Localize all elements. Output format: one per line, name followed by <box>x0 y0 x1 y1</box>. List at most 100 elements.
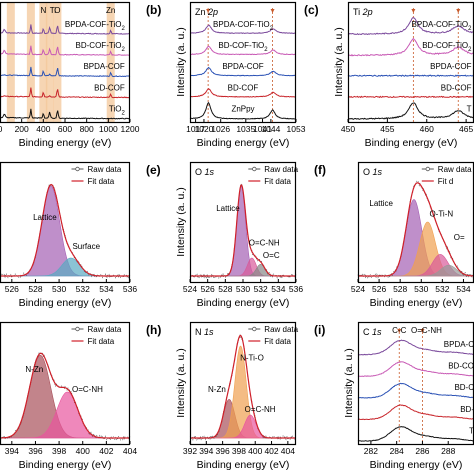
panel-i-core-level: C 1s <box>363 327 382 337</box>
panel-f-annotation: O-Ti-N <box>429 210 453 219</box>
panel-a-frame <box>0 1 131 124</box>
panel-a-series-line <box>0 45 131 56</box>
panel-a-peak-label: Ti <box>50 6 57 15</box>
panel-a-series-label: BPDA-COF <box>83 62 124 71</box>
panel-b-series-label: ZnPpy <box>231 105 254 114</box>
panel-a-peak-label: Zn <box>106 6 115 15</box>
panel-h-tick-label: 400 <box>248 446 262 456</box>
panel-c-peak-arrow <box>456 9 461 13</box>
panel-b-tick-label: 1017 <box>186 124 205 134</box>
panel-d-tick-label: 526 <box>5 284 19 294</box>
panel-e-legend-fit: Fit data <box>264 177 291 186</box>
panel-f-legend-raw: Raw data <box>438 165 472 174</box>
panel-h-annotation: N-Ti-O <box>240 354 264 363</box>
panel-a-tick-label: 200 <box>15 124 29 134</box>
panel-a-highlight-band <box>39 3 48 122</box>
panel-a-xlabel: Binding energy (eV) <box>19 137 112 149</box>
panel-i-peak-label: O=C-NH <box>411 326 442 335</box>
panel-i-label: (i) <box>314 323 325 337</box>
panel-g-xlabel: Binding energy (eV) <box>19 459 112 471</box>
panel-i-tick-label: 282 <box>364 446 378 456</box>
panel-i-series-line <box>357 361 474 377</box>
panel-e-tick-label: 528 <box>218 284 232 294</box>
panel-e-legend-raw-marker <box>252 166 257 172</box>
panel-c-series-line <box>347 74 474 77</box>
panel-f-tick-label: 534 <box>456 284 470 294</box>
panel-e-tick-label: 534 <box>271 284 285 294</box>
panel-a-peak-label: O <box>54 6 60 15</box>
panel-i-ylabel: Intensity (a. u.) <box>343 348 355 417</box>
panel-a-series-line <box>0 66 131 78</box>
panel-f-tick-label: 526 <box>372 284 386 294</box>
panel-d-tick-label: 532 <box>76 284 90 294</box>
panel-b-series-label: BPDA-COF-TiO2 <box>213 20 274 32</box>
panel-e-ylabel: Intensity (a. u.) <box>175 187 187 256</box>
panel-b-ylabel: Intensity (a. u.) <box>175 27 187 96</box>
panel-g-fit-line <box>0 352 130 439</box>
panel-f-legend-raw-marker <box>425 166 430 172</box>
panel-g-tick-label: 402 <box>99 446 113 456</box>
panel-h-xlabel: Binding energy (eV) <box>197 459 290 471</box>
panel-d-frame <box>0 161 131 284</box>
panel-b-series-label: BD-COF-TiO2 <box>218 41 268 53</box>
panel-g-tick-label: 398 <box>52 446 66 456</box>
panel-d-xlabel: Binding energy (eV) <box>19 297 112 309</box>
panel-d-tick-label: 528 <box>28 284 42 294</box>
panel-e-tick-label: 530 <box>236 284 250 294</box>
panel-i-series-label: BPDA-C <box>444 340 474 349</box>
panel-i-xlabel: Binding energy (eV) <box>370 459 463 471</box>
panel-e-annotation: Lattice <box>216 204 240 213</box>
panel-a-tick-label: 0 <box>0 124 3 134</box>
panel-g-tick-label: 394 <box>5 446 19 456</box>
panel-a-tick-label: 600 <box>58 124 72 134</box>
panel-f-annotation: O= <box>454 233 465 242</box>
panel-g-tick-label: 400 <box>76 446 90 456</box>
panel-a-peak-label: N <box>40 6 46 15</box>
panel-a-series-label: TiO2 <box>109 105 126 117</box>
panel-i-tick-label: 286 <box>415 446 429 456</box>
panel-c-xlabel: Binding energy (eV) <box>365 137 458 149</box>
panel-c-series-label: T <box>467 105 472 114</box>
panel-f-fit-line <box>358 182 474 277</box>
panel-f-legend-fit: Fit d <box>438 177 454 186</box>
panel-f-tick-label: 530 <box>414 284 428 294</box>
panel-h-raw-data-line <box>189 333 297 442</box>
panel-g-annotation: N-Zn <box>25 365 43 374</box>
panel-g-frame <box>0 321 131 446</box>
panel-a-tick-label: 800 <box>80 124 94 134</box>
panel-b-series-label: BPDA-COF <box>222 62 263 71</box>
panel-h-label: (h) <box>146 323 161 337</box>
panel-h-tick-label: 398 <box>232 446 246 456</box>
panel-i-series-label: T <box>469 426 474 435</box>
panel-d-tick-label: 534 <box>99 284 113 294</box>
panel-g-annotation: O=C-NH <box>72 385 103 394</box>
panel-i-tick-label: 284 <box>390 446 404 456</box>
panel-i-tick-label: 288 <box>441 446 455 456</box>
panel-a-highlight-band <box>6 3 15 122</box>
panel-a-tick-label: 400 <box>36 124 50 134</box>
panel-a-series-label: BD-COF-TiO2 <box>76 41 126 53</box>
panel-f-tick-label: 524 <box>351 284 365 294</box>
panel-e-xlabel: Binding energy (eV) <box>197 297 290 309</box>
panel-h-core-level: N 1s <box>195 327 214 337</box>
panel-b-series-label: BD-COF <box>228 83 259 92</box>
panel-c-series-label: BPDA-COF <box>430 62 471 71</box>
panel-g-legend-raw: Raw data <box>88 325 122 334</box>
panel-c-ylabel: Intensity (a. u.) <box>333 27 345 96</box>
panel-a-series-line <box>0 108 131 120</box>
panel-d-legend-raw-marker <box>75 166 80 172</box>
panel-e-fit-line <box>190 184 296 277</box>
panel-a-series-line <box>0 87 131 99</box>
panel-b-tick-label: 1020 <box>194 124 213 134</box>
panel-d-legend-fit: Fit data <box>88 177 115 186</box>
panel-b-series-line <box>189 45 297 56</box>
panel-f-tick-label: 528 <box>393 284 407 294</box>
panel-b-tick-label: 1035 <box>236 124 255 134</box>
panel-d-annotation: Lattice <box>33 213 57 222</box>
panel-e-tick-label: 524 <box>183 284 197 294</box>
panel-f-annotation: Lattice <box>369 199 393 208</box>
panel-b-peak-arrow <box>270 9 275 13</box>
panel-c-series-line <box>347 102 474 120</box>
